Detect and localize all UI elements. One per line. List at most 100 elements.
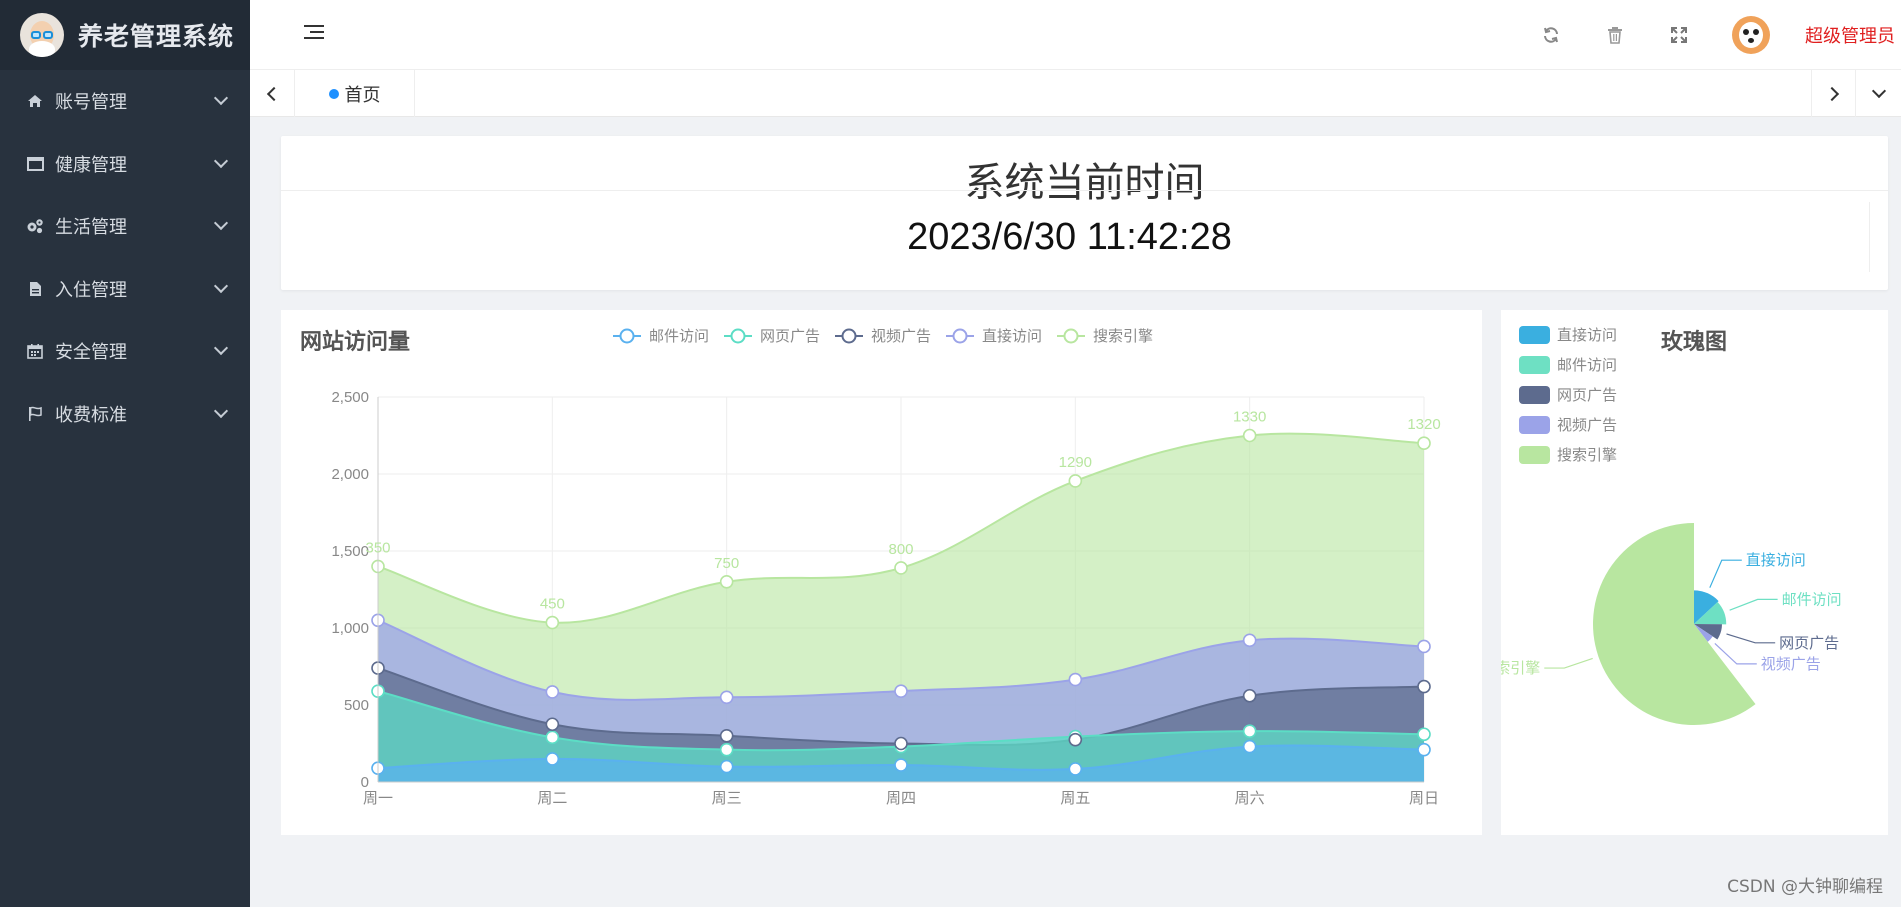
sidebar-item-security[interactable]: 安全管理 — [0, 320, 250, 383]
x-tick-label: 周三 — [712, 790, 742, 807]
legend-label: 直接访问 — [1557, 327, 1617, 344]
data-point — [1417, 742, 1431, 757]
label-line — [1709, 559, 1742, 588]
label-line — [1544, 657, 1593, 669]
chevron-down-icon — [213, 403, 229, 418]
data-point — [1242, 739, 1257, 754]
divider — [1869, 202, 1870, 272]
legend-marker — [730, 328, 746, 344]
current-time: 2023/6/30 11:42:28 — [907, 216, 1232, 258]
home-icon — [26, 93, 44, 109]
data-point — [894, 684, 908, 698]
label-line — [1714, 642, 1757, 665]
gears-icon — [26, 218, 44, 234]
legend-marker — [952, 328, 968, 344]
watermark: CSDN @大钟聊编程 — [1727, 877, 1883, 897]
data-point — [1417, 639, 1431, 654]
chevron-down-icon — [213, 341, 229, 356]
data-label: 1330 — [1233, 409, 1266, 426]
legend-label: 视频广告 — [1557, 417, 1617, 434]
data-point — [894, 736, 908, 751]
tabs-scroll-right-icon[interactable] — [1811, 70, 1856, 117]
elderly-avatar-icon — [20, 13, 64, 57]
window-icon — [26, 156, 44, 172]
visits-area-chart: 邮件访问 网页广告 视频广告 直接访问 搜索引擎 0 500 1,000 1,500 2,000… — [331, 328, 1440, 807]
sidebar-item-label: 账号管理 — [55, 92, 127, 114]
visits-chart-title: 网站访问量 — [300, 330, 411, 355]
rose-slice — [1694, 602, 1727, 625]
slice-label: 视频广告 — [1761, 656, 1821, 673]
trash-icon[interactable] — [1604, 24, 1626, 46]
data-point — [1417, 727, 1431, 742]
data-point — [545, 615, 560, 630]
x-tick-label: 周二 — [537, 790, 567, 807]
data-point — [1242, 633, 1257, 648]
rose-chart-title: 玫瑰图 — [1661, 330, 1728, 355]
collapse-menu-icon[interactable] — [304, 25, 324, 41]
legend-label: 邮件访问 — [1557, 357, 1617, 374]
sidebar-item-label: 安全管理 — [55, 342, 127, 364]
x-tick-label: 周五 — [1060, 790, 1090, 807]
sidebar-item-account[interactable]: 账号管理 — [0, 70, 250, 133]
legend-label: 搜索引擎 — [1557, 447, 1617, 464]
data-label: 1290 — [1059, 454, 1092, 471]
legend-marker — [619, 328, 635, 344]
data-label: 1320 — [1407, 416, 1440, 433]
data-point — [719, 759, 734, 774]
legend-swatch — [1519, 446, 1550, 464]
data-label: 750 — [714, 555, 739, 572]
legend-label: 视频广告 — [871, 328, 931, 345]
legend-marker — [1063, 328, 1079, 344]
rose-slice — [1593, 523, 1756, 725]
data-point — [1068, 672, 1083, 687]
x-tick-label: 周六 — [1235, 790, 1265, 807]
sidebar-item-label: 健康管理 — [55, 154, 127, 176]
sidebar: 养老管理系统 账号管理 健康管理 生活管理 入住管理 安全管理 — [0, 0, 250, 907]
legend-label: 网页广告 — [760, 328, 820, 345]
legend-marker — [841, 328, 857, 344]
sidebar-item-label: 入住管理 — [55, 279, 127, 301]
avatar[interactable] — [1732, 16, 1770, 54]
tabs-bar: 首页 — [250, 70, 1901, 117]
flag-icon — [26, 406, 44, 422]
data-point — [1068, 762, 1083, 776]
tab-home[interactable]: 首页 — [295, 70, 415, 117]
sidebar-item-label: 生活管理 — [55, 217, 127, 239]
y-tick-label: 500 — [344, 697, 369, 714]
sidebar-item-checkin[interactable]: 入住管理 — [0, 258, 250, 321]
data-point — [1242, 688, 1257, 703]
visits-chart-card: 网站访问量 邮件访问 网页广告 视频广告 直接访问 搜索引擎 0 500 1,000 1,50… — [281, 310, 1482, 835]
user-name[interactable]: 超级管理员 — [1805, 26, 1895, 47]
data-point — [1242, 428, 1257, 443]
refresh-icon[interactable] — [1540, 24, 1562, 46]
label-line — [1726, 633, 1776, 644]
y-tick-label: 2,500 — [331, 389, 369, 406]
sidebar-item-life[interactable]: 生活管理 — [0, 195, 250, 258]
slice-label: 网页广告 — [1779, 635, 1839, 652]
tab-label: 首页 — [344, 84, 381, 106]
x-tick-label: 周一 — [363, 790, 393, 807]
fullscreen-icon[interactable] — [1668, 24, 1690, 46]
sidebar-item-label: 收费标准 — [55, 404, 127, 426]
area-邮件访问 — [378, 745, 1424, 782]
sidebar-item-fees[interactable]: 收费标准 — [0, 383, 250, 446]
rose-slice — [1694, 624, 1713, 642]
chevron-down-icon — [213, 216, 229, 231]
chevron-down-icon — [213, 153, 229, 168]
data-point — [719, 728, 734, 743]
tabs-menu-dropdown-icon[interactable] — [1856, 70, 1901, 117]
brand[interactable]: 养老管理系统 — [0, 0, 250, 70]
data-point — [894, 758, 908, 772]
data-point — [1242, 724, 1257, 738]
sidebar-item-health[interactable]: 健康管理 — [0, 133, 250, 196]
data-point — [545, 685, 560, 699]
data-point — [545, 730, 560, 745]
calendar-icon — [26, 343, 44, 360]
data-point — [545, 717, 560, 732]
data-point — [894, 561, 908, 575]
data-label: 450 — [540, 596, 565, 613]
tabs-scroll-left-icon[interactable] — [250, 70, 295, 117]
y-tick-label: 1,000 — [331, 620, 369, 637]
top-header: 超级管理员 — [250, 0, 1901, 70]
chevron-down-icon — [213, 91, 229, 106]
